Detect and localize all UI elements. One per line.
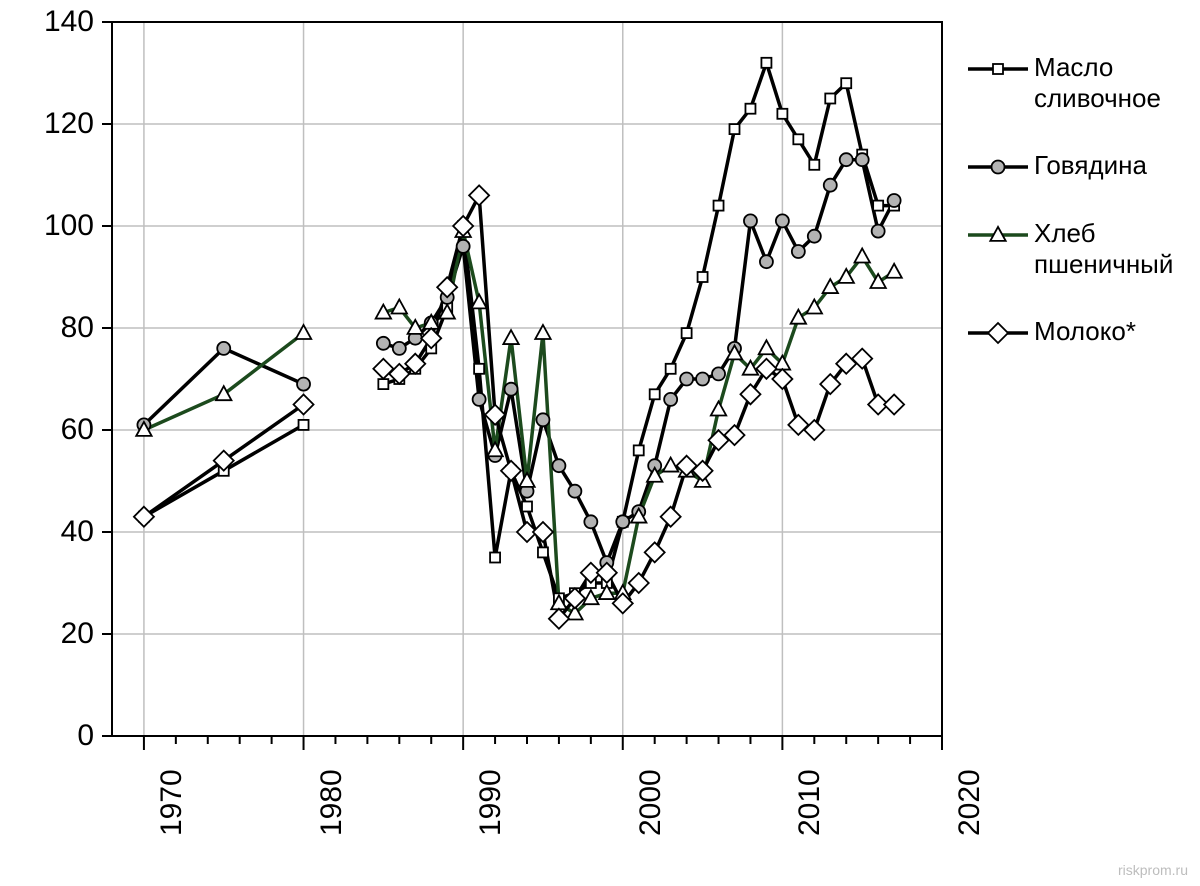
x-tick-label: 2020 — [953, 769, 987, 836]
legend: Маслосливочное Говядина Хлебпшеничный Молок… — [968, 52, 1173, 383]
y-tick-label: 60 — [0, 413, 94, 447]
legend-label: Хлебпшеничный — [1034, 218, 1173, 280]
legend-swatch — [968, 56, 1028, 82]
watermark: riskprom.ru — [1118, 862, 1188, 878]
y-tick-label: 140 — [0, 5, 94, 39]
x-tick-label: 1970 — [155, 769, 189, 836]
legend-label: Маслосливочное — [1034, 52, 1161, 114]
legend-swatch — [968, 320, 1028, 346]
legend-item-butter: Маслосливочное — [968, 52, 1173, 114]
y-tick-label: 80 — [0, 311, 94, 345]
x-tick-label: 2010 — [793, 769, 827, 836]
chart-container: 0 20 40 60 80 100 120 140 1970 1980 1990 2000 2010 2… — [0, 0, 1200, 886]
legend-swatch — [968, 222, 1028, 248]
y-tick-label: 120 — [0, 107, 94, 141]
legend-label: Молоко* — [1034, 316, 1136, 347]
legend-swatch — [968, 154, 1028, 180]
x-tick-label: 2000 — [634, 769, 668, 836]
y-tick-label: 20 — [0, 617, 94, 651]
legend-item-beef: Говядина — [968, 150, 1173, 181]
legend-item-milk: Молоко* — [968, 316, 1173, 347]
legend-item-bread: Хлебпшеничный — [968, 218, 1173, 280]
y-tick-label: 0 — [0, 719, 94, 753]
x-tick-label: 1990 — [474, 769, 508, 836]
y-tick-label: 100 — [0, 209, 94, 243]
legend-label: Говядина — [1034, 150, 1147, 181]
x-tick-label: 1980 — [315, 769, 349, 836]
y-tick-label: 40 — [0, 515, 94, 549]
